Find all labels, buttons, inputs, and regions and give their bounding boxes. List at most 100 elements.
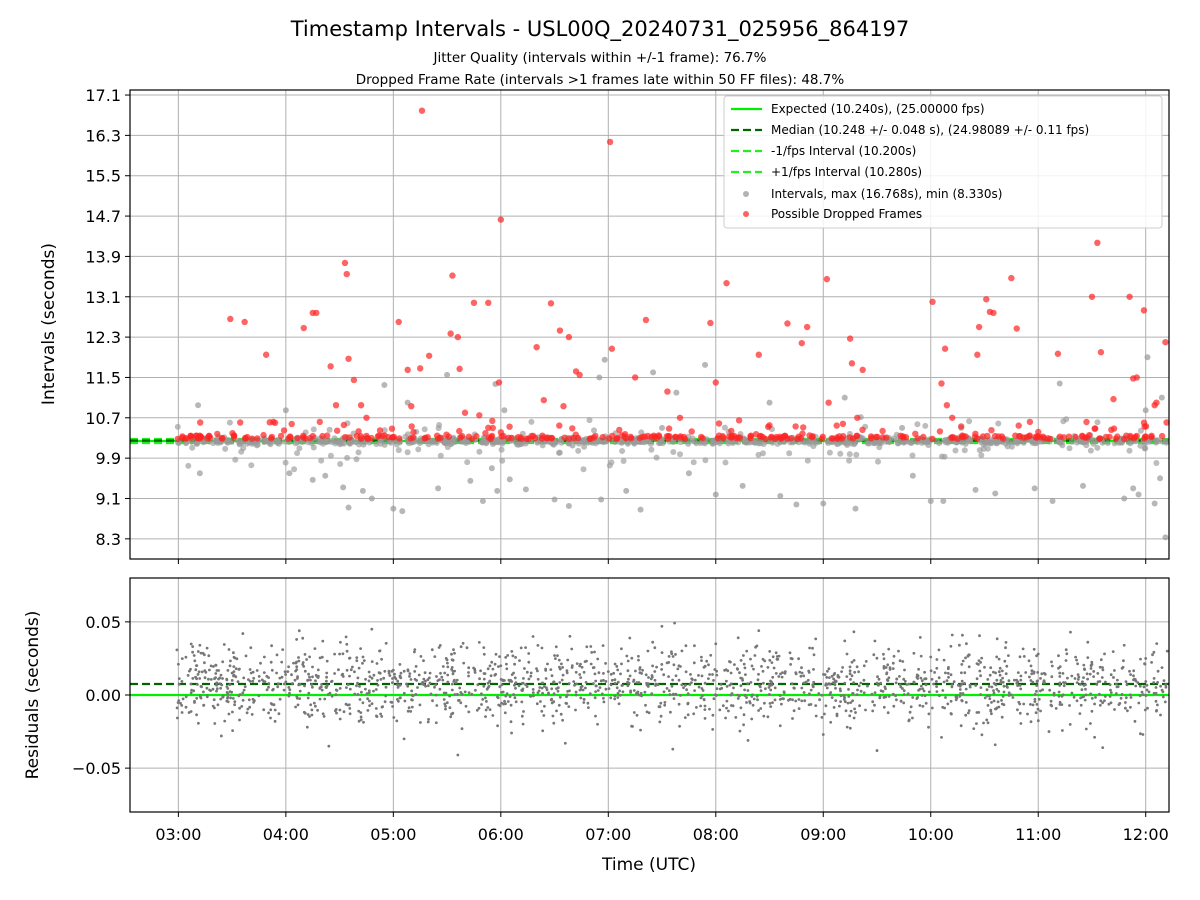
residual-sample-point — [1101, 746, 1105, 750]
residual-point — [1057, 690, 1061, 694]
residual-point — [211, 687, 215, 691]
residual-point — [791, 717, 794, 720]
residual-point — [871, 709, 875, 713]
residual-point — [946, 671, 950, 675]
residual-point — [252, 676, 256, 680]
residual-point — [176, 716, 179, 720]
residual-point — [1132, 669, 1136, 673]
residual-point — [398, 696, 402, 700]
residual-point — [739, 684, 743, 688]
interval-point — [834, 441, 840, 447]
interval-point — [677, 451, 683, 458]
residual-point — [899, 699, 903, 703]
residual-point — [814, 637, 818, 641]
residual-point — [596, 689, 600, 692]
dropped-frame-point — [752, 431, 760, 438]
dropped-frame-point — [489, 417, 496, 425]
residual-point — [1152, 691, 1156, 695]
residual-point — [501, 679, 505, 682]
dropped-frame-point — [288, 420, 295, 428]
x-tick-label: 04:00 — [263, 825, 309, 844]
interval-point — [875, 458, 881, 465]
residual-point — [544, 677, 548, 680]
residual-point — [550, 687, 554, 691]
residual-point — [203, 669, 207, 672]
interval-outlier-point — [685, 470, 692, 477]
residual-point — [1089, 667, 1093, 670]
residual-point — [586, 701, 590, 705]
residual-point — [301, 636, 305, 640]
residual-point — [708, 673, 711, 676]
residual-point — [323, 697, 327, 701]
residual-point — [684, 684, 687, 687]
residual-point — [270, 668, 274, 672]
residual-point — [658, 720, 662, 724]
residual-point — [195, 664, 198, 667]
residual-point — [512, 693, 515, 696]
dropped-frame-point — [355, 428, 362, 435]
residual-point — [513, 696, 517, 700]
residual-point — [325, 675, 328, 679]
residual-point — [756, 698, 759, 702]
residual-point — [879, 681, 883, 685]
residual-point — [470, 692, 474, 696]
residual-point — [547, 691, 550, 695]
dropped-frame-outlier-point — [350, 376, 358, 384]
interval-outlier-point — [435, 485, 442, 492]
dropped-frame-point — [514, 434, 522, 441]
residual-point — [924, 701, 928, 705]
residual-point — [582, 697, 586, 701]
residual-point — [1129, 705, 1132, 709]
residual-point — [229, 659, 232, 663]
residual-point — [294, 705, 297, 709]
interval-outlier-point — [841, 394, 848, 401]
interval-outlier-point — [702, 361, 709, 368]
residual-sample-point — [488, 708, 492, 712]
residual-point — [822, 673, 825, 676]
dropped-frame-point — [1133, 432, 1141, 440]
residual-point — [1036, 671, 1040, 674]
dropped-frame-point — [1025, 433, 1033, 440]
residual-sample-point — [338, 652, 341, 656]
residual-point — [853, 707, 856, 711]
residual-point — [902, 689, 906, 693]
residual-sample-point — [843, 639, 847, 643]
residual-point — [402, 691, 406, 695]
residual-point — [1101, 701, 1104, 705]
intervals-panel: 17.116.315.514.713.913.112.311.510.79.99… — [39, 86, 1170, 564]
residual-point — [803, 699, 807, 703]
dropped-frame-point — [566, 435, 573, 442]
residual-point — [711, 673, 714, 676]
residual-point — [474, 688, 477, 692]
interval-point — [1153, 439, 1159, 446]
residual-point — [281, 648, 285, 651]
residual-point — [964, 687, 968, 691]
residual-point — [1029, 679, 1033, 682]
residual-point — [832, 677, 835, 681]
residual-sample-point — [1133, 719, 1137, 723]
residual-point — [197, 670, 201, 674]
dropped-frame-outlier-point — [1094, 239, 1101, 247]
interval-point — [853, 451, 860, 458]
interval-point — [701, 440, 708, 447]
residual-point — [895, 698, 898, 702]
interval-point — [677, 439, 684, 446]
residual-point — [216, 703, 220, 707]
residual-point — [978, 669, 982, 673]
residual-point — [665, 687, 669, 690]
residual-point — [514, 686, 517, 690]
residual-point — [262, 671, 266, 674]
interval-outlier-point — [1121, 495, 1128, 502]
residual-point — [924, 683, 928, 687]
residual-point — [923, 694, 927, 698]
residual-point — [221, 677, 224, 680]
dropped-frame-subtitle: Dropped Frame Rate (intervals >1 frames … — [356, 72, 845, 88]
residual-point — [977, 659, 981, 662]
dropped-frame-point — [920, 433, 927, 441]
residual-point — [348, 707, 352, 710]
residual-point — [426, 720, 430, 724]
residual-point — [627, 677, 630, 681]
dropped-frame-point — [719, 432, 726, 440]
interval-outlier-point — [359, 487, 366, 494]
residual-point — [657, 705, 661, 709]
